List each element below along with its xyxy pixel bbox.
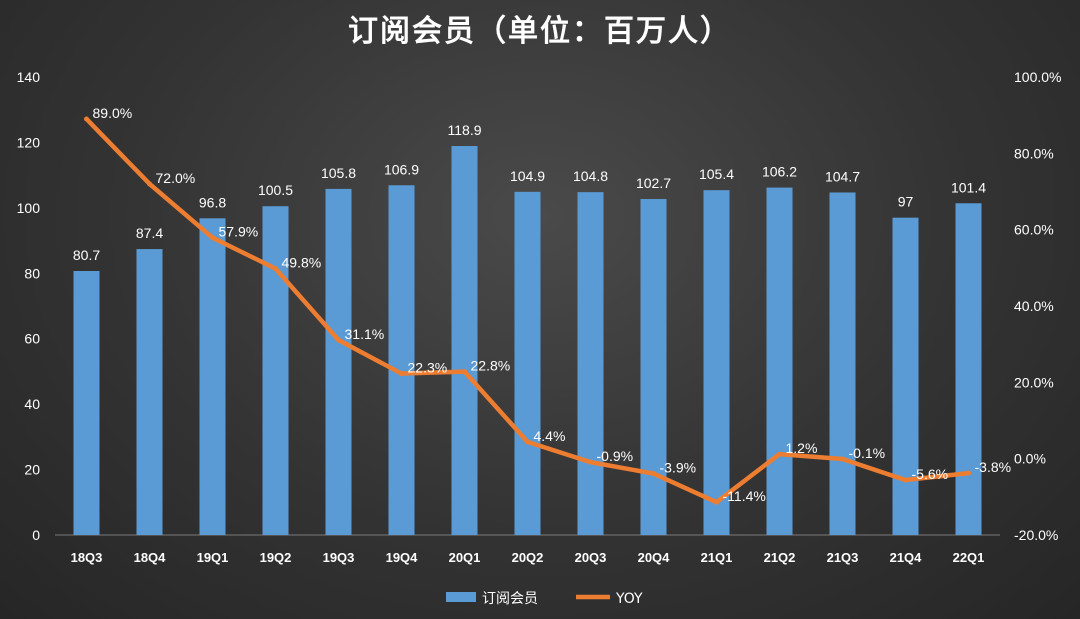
yoy-value-label: 22.3%	[408, 360, 448, 376]
yoy-value-label: 4.4%	[534, 428, 566, 444]
yoy-value-label: -3.8%	[975, 459, 1012, 475]
bar	[577, 192, 604, 535]
x-tick-label: 22Q1	[953, 550, 985, 565]
x-tick-label: 21Q4	[890, 550, 923, 565]
bar	[514, 191, 541, 535]
bar-value-label: 105.4	[699, 166, 734, 182]
bar-value-label: 118.9	[448, 122, 482, 138]
bar-value-label: 101.4	[951, 179, 986, 195]
bar	[640, 199, 667, 535]
bar-value-label: 96.8	[199, 194, 226, 210]
bar	[892, 217, 919, 535]
bar-value-label: 106.2	[762, 164, 797, 180]
bar	[73, 270, 100, 535]
bar-value-label: 105.8	[321, 165, 356, 181]
chart-title: 订阅会员（单位：百万人）	[348, 14, 732, 49]
yoy-value-label: 22.8%	[471, 358, 511, 374]
legend-bar-label: 订阅会员	[482, 591, 538, 607]
legend-line-label: YOY	[615, 591, 643, 607]
yoy-point	[336, 337, 341, 343]
y-right-tick-label: 0.0%	[1014, 451, 1046, 467]
x-tick-label: 18Q4	[134, 550, 167, 565]
yoy-value-label: 72.0%	[156, 170, 196, 186]
bar	[136, 249, 163, 535]
bar-value-label: 100.5	[258, 182, 293, 198]
x-tick-label: 20Q3	[575, 550, 607, 565]
yoy-point	[399, 371, 404, 377]
x-tick-label: 19Q1	[197, 550, 229, 565]
yoy-point	[651, 471, 656, 477]
x-tick-label: 18Q3	[71, 550, 103, 565]
yoy-value-label: 31.1%	[345, 326, 385, 342]
y-right-tick-label: 80.0%	[1014, 145, 1054, 161]
yoy-value-label: -0.9%	[597, 448, 634, 464]
x-tick-label: 20Q2	[512, 550, 544, 565]
yoy-point	[966, 470, 971, 476]
bar-value-label: 102.7	[636, 175, 671, 191]
bar-value-label: 104.8	[573, 168, 608, 184]
yoy-point	[462, 369, 467, 375]
y-left-tick-label: 140	[17, 69, 41, 85]
yoy-point	[777, 451, 782, 457]
yoy-point	[903, 477, 908, 483]
bar	[325, 188, 352, 535]
x-tick-label: 20Q4	[638, 550, 671, 565]
y-left-tick-label: 0	[32, 527, 40, 543]
bar	[199, 218, 226, 535]
y-right-tick-label: 40.0%	[1014, 298, 1054, 314]
bar-value-label: 106.9	[384, 161, 419, 177]
yoy-point	[273, 266, 278, 272]
x-tick-label: 21Q3	[827, 550, 859, 565]
y-right-tick-label: 100.0%	[1014, 69, 1061, 85]
bar-value-label: 97	[898, 194, 914, 210]
yoy-point	[147, 181, 152, 187]
x-tick-label: 19Q2	[260, 550, 292, 565]
y-left-tick-label: 100	[17, 200, 41, 216]
bar	[955, 203, 982, 535]
yoy-value-label: 49.8%	[282, 255, 322, 271]
x-tick-label: 20Q1	[449, 550, 481, 565]
yoy-value-label: -3.9%	[660, 460, 697, 476]
yoy-point	[714, 499, 719, 505]
yoy-point	[588, 459, 593, 465]
bar	[829, 192, 856, 535]
bar-value-label: 104.7	[825, 168, 860, 184]
bar	[262, 206, 289, 535]
yoy-point	[84, 116, 89, 122]
bar	[766, 187, 793, 535]
bar-value-label: 104.9	[510, 168, 545, 184]
bar-value-label: 87.4	[136, 225, 163, 241]
legend-bar-swatch	[446, 592, 476, 602]
y-right-tick-label: 60.0%	[1014, 222, 1054, 238]
y-left-tick-label: 20	[24, 462, 40, 478]
yoy-value-label: 57.9%	[219, 224, 259, 240]
x-tick-label: 21Q1	[701, 550, 733, 565]
x-tick-label: 21Q2	[764, 550, 796, 565]
y-left-tick-label: 60	[24, 331, 40, 347]
yoy-point	[525, 439, 530, 445]
yoy-value-label: -5.6%	[912, 466, 949, 482]
yoy-point	[840, 456, 845, 462]
yoy-value-label: -11.4%	[723, 488, 766, 504]
y-left-tick-label: 80	[24, 265, 40, 281]
y-right-tick-label: -20.0%	[1014, 527, 1058, 543]
y-left-tick-label: 40	[24, 396, 40, 412]
bar	[388, 185, 415, 535]
y-right-tick-label: 20.0%	[1014, 374, 1054, 390]
yoy-point	[210, 235, 215, 241]
x-tick-label: 19Q4	[386, 550, 419, 565]
bar	[451, 146, 478, 535]
yoy-value-label: 1.2%	[786, 440, 818, 456]
yoy-value-label: 89.0%	[93, 105, 133, 121]
y-left-tick-label: 120	[17, 134, 41, 150]
bar-value-label: 80.7	[73, 247, 100, 263]
x-tick-label: 19Q3	[323, 550, 355, 565]
bar	[703, 190, 730, 536]
yoy-value-label: -0.1%	[849, 445, 886, 461]
